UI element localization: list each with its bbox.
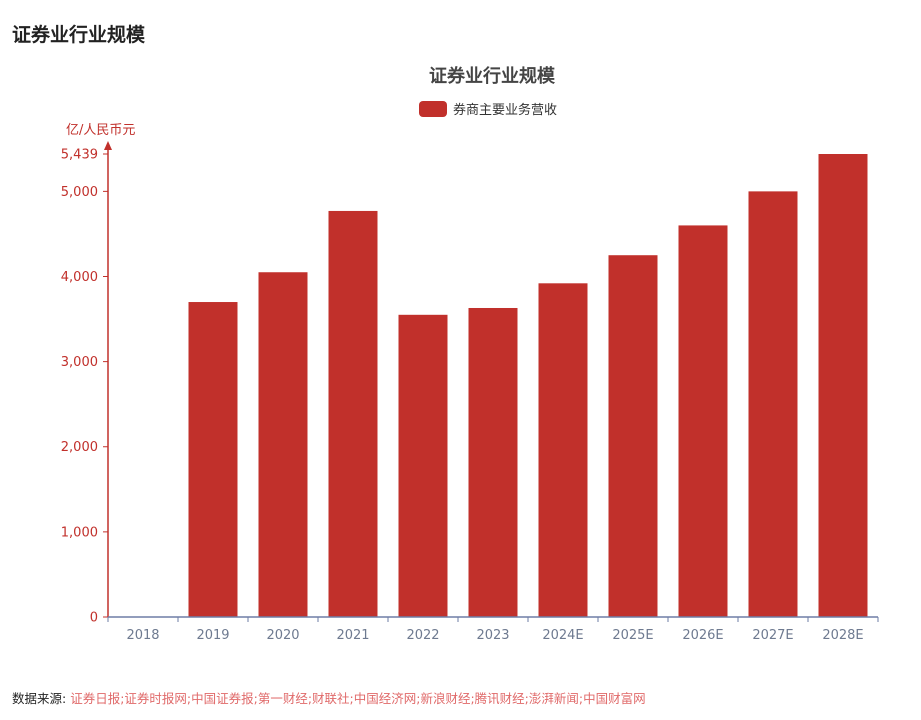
y-tick-label: 2,000 bbox=[61, 440, 98, 455]
data-source-footer: 数据来源: 证券日报;证券时报网;中国证券报;第一财经;财联社;中国经济网;新浪… bbox=[12, 688, 646, 707]
x-tick-label: 2020 bbox=[266, 628, 299, 643]
legend-label: 券商主要业务营收 bbox=[453, 102, 557, 118]
bar-2025E bbox=[608, 255, 658, 617]
x-tick-label: 2028E bbox=[822, 628, 863, 643]
bar-2026E bbox=[678, 225, 728, 618]
data-source-list: 证券日报;证券时报网;中国证券报;第一财经;财联社;中国经济网;新浪财经;腾讯财… bbox=[70, 691, 646, 706]
x-tick-label: 2024E bbox=[542, 628, 583, 643]
bar-2027E bbox=[748, 191, 798, 617]
x-tick-label: 2025E bbox=[612, 628, 653, 643]
bar-chart: 证券业行业规模券商主要业务营收亿/人民币元 0 1,000 2,000 3,000 4,0… bbox=[0, 55, 921, 655]
y-tick-label: 5,000 bbox=[61, 185, 98, 200]
x-tick-label: 2021 bbox=[336, 628, 369, 643]
y-tick-label: 3,000 bbox=[61, 355, 98, 370]
bar-2023 bbox=[468, 307, 518, 617]
x-tick-label: 2018 bbox=[126, 628, 159, 643]
y-axis-arrow bbox=[104, 141, 112, 150]
x-tick-label: 2019 bbox=[196, 628, 229, 643]
y-tick-label: 5,439 bbox=[61, 148, 98, 163]
legend-swatch bbox=[419, 101, 447, 117]
bar-2020 bbox=[258, 272, 308, 617]
bar-2028E bbox=[818, 154, 868, 617]
y-tick-label: 0 bbox=[90, 611, 98, 626]
x-tick-label: 2023 bbox=[476, 628, 509, 643]
data-source-label: 数据来源: bbox=[12, 691, 67, 706]
x-tick-label: 2022 bbox=[406, 628, 439, 643]
x-tick-label: 2027E bbox=[752, 628, 793, 643]
y-tick-label: 4,000 bbox=[61, 270, 98, 285]
bar-2019 bbox=[188, 302, 238, 617]
chart-title: 证券业行业规模 bbox=[429, 65, 556, 87]
bar-2021 bbox=[328, 210, 378, 617]
page-title: 证券业行业规模 bbox=[12, 24, 146, 46]
y-axis-label: 亿/人民币元 bbox=[66, 123, 135, 138]
x-tick-label: 2026E bbox=[682, 628, 723, 643]
bar-2024E bbox=[538, 283, 588, 617]
bar-2022 bbox=[398, 314, 448, 617]
y-tick-label: 1,000 bbox=[61, 525, 98, 540]
